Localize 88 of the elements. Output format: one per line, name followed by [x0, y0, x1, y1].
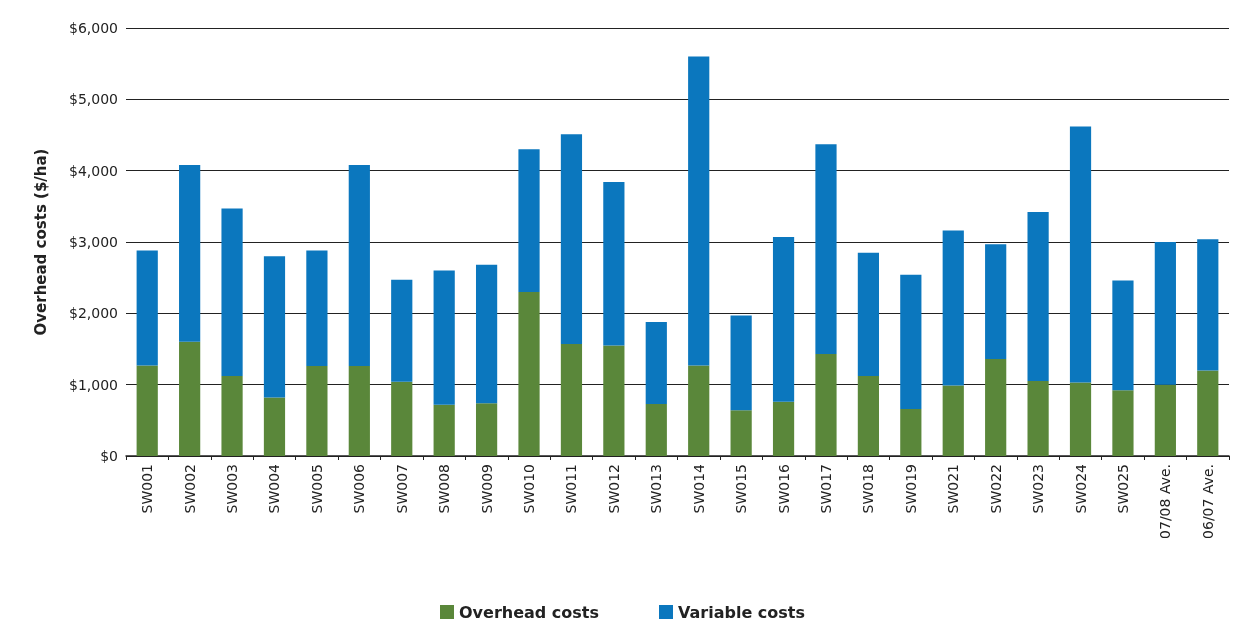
legend-label: Variable costs — [678, 602, 806, 622]
bar — [603, 345, 625, 456]
x-tick-label: SW011 — [563, 464, 580, 514]
x-tick-label: SW002 — [181, 464, 198, 514]
x-tick-label: SW008 — [436, 464, 453, 514]
x-tick-label: SW016 — [775, 463, 792, 514]
bar — [815, 353, 837, 456]
bar — [857, 252, 880, 377]
x-tick-label: SW017 — [817, 464, 834, 514]
bar — [518, 149, 540, 292]
bar — [221, 208, 243, 377]
legend-label: Overhead costs — [458, 602, 600, 622]
bar — [391, 381, 413, 456]
bar — [1069, 126, 1092, 383]
bar — [560, 134, 583, 345]
bar — [985, 358, 1007, 456]
x-tick-label: SW014 — [690, 463, 707, 514]
bar — [433, 270, 455, 405]
x-tick-label: SW024 — [1072, 463, 1089, 514]
bar — [1197, 370, 1219, 456]
x-tick-label: SW021 — [945, 464, 962, 514]
x-tick-label: SW006 — [351, 463, 368, 514]
bar — [475, 264, 498, 404]
bar — [942, 385, 964, 456]
x-tick-label: SW004 — [266, 463, 283, 514]
bar — [348, 366, 370, 456]
x-tick-label: SW007 — [393, 464, 410, 514]
bar — [1154, 384, 1176, 456]
y-tick-label: $0 — [100, 448, 118, 464]
bar — [221, 376, 243, 456]
x-tick-label: 06/07 Ave. — [1199, 464, 1216, 539]
y-axis-title: Overhead costs ($/ha) — [31, 148, 50, 336]
y-tick-label: $6,000 — [69, 20, 118, 36]
bar — [900, 408, 922, 456]
bar — [1112, 280, 1134, 391]
bar — [857, 376, 880, 456]
x-tick-label: SW009 — [478, 464, 495, 514]
x-tick-label: 07/08 Ave. — [1157, 464, 1174, 539]
bar — [1112, 390, 1134, 456]
x-tick-label: SW018 — [860, 464, 877, 514]
bar — [560, 344, 583, 456]
x-tick-label: SW022 — [987, 464, 1004, 514]
bar — [1197, 239, 1219, 371]
y-tick-label: $4,000 — [69, 162, 118, 179]
bar — [645, 403, 667, 456]
bar — [645, 321, 667, 404]
y-tick-label: $1,000 — [69, 376, 118, 393]
bar — [475, 403, 498, 456]
bar — [263, 397, 286, 456]
bar — [730, 315, 752, 411]
x-tick-label: SW005 — [308, 464, 325, 514]
bar — [306, 250, 328, 367]
bar — [1154, 242, 1176, 385]
x-tick-label: SW015 — [733, 464, 750, 514]
bar — [772, 237, 795, 402]
x-tick-label: SW003 — [224, 464, 241, 514]
bar — [136, 365, 158, 456]
bar — [518, 291, 540, 456]
x-tick-label: SW012 — [605, 464, 622, 514]
bar — [730, 410, 752, 456]
bar — [433, 404, 455, 456]
x-tick-label: SW023 — [1030, 464, 1047, 514]
bar — [391, 279, 413, 382]
bar — [900, 274, 922, 409]
bar — [306, 366, 328, 456]
bar — [179, 164, 201, 342]
bar — [688, 365, 710, 456]
x-tick-label: SW013 — [648, 464, 665, 514]
x-tick-label: SW001 — [139, 464, 156, 514]
y-tick-label: $2,000 — [69, 305, 118, 322]
y-tick-label: $5,000 — [69, 91, 118, 108]
bar — [1069, 382, 1092, 456]
bar — [263, 256, 286, 398]
bar — [688, 56, 710, 366]
y-tick-label: $3,000 — [69, 234, 118, 250]
bar — [1027, 381, 1049, 456]
bar — [942, 230, 964, 386]
bar — [136, 250, 158, 366]
x-tick-label: SW019 — [902, 464, 919, 514]
bar — [815, 144, 837, 354]
bar — [348, 164, 370, 367]
bar — [772, 401, 795, 456]
bar — [1027, 212, 1049, 382]
x-tick-label: SW025 — [1114, 464, 1131, 514]
x-tick-label: SW010 — [521, 464, 538, 514]
bar — [985, 244, 1007, 359]
bar — [179, 341, 201, 456]
bar — [603, 182, 625, 346]
